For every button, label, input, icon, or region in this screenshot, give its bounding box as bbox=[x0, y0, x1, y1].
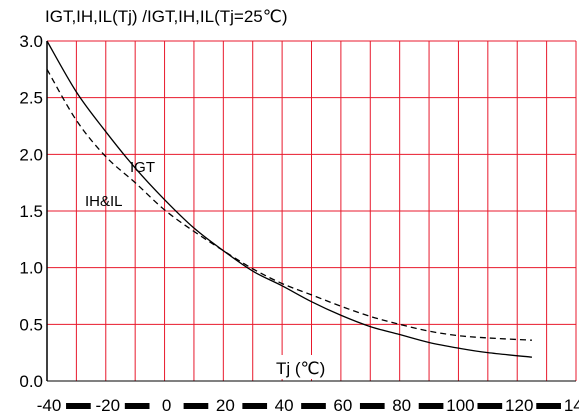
x-tick-bar bbox=[242, 403, 268, 409]
y-tick-label: 2.0 bbox=[19, 145, 43, 164]
series-label-igt: IGT bbox=[130, 159, 155, 176]
x-tick-labels: -40 -20 0 20 40 60 80 100 120 140 bbox=[37, 396, 579, 415]
x-tick-bar bbox=[536, 403, 561, 409]
x-tick-bar bbox=[418, 403, 444, 409]
annotations: IGT IH&IL bbox=[85, 159, 155, 210]
x-tick-bar bbox=[477, 403, 503, 409]
x-tick-label: 20 bbox=[216, 396, 235, 415]
series-label-ih-il: IH&IL bbox=[85, 193, 123, 210]
x-tick-label: 40 bbox=[275, 396, 294, 415]
y-tick-label: 2.5 bbox=[19, 89, 43, 108]
x-tick-label: 100 bbox=[446, 396, 474, 415]
x-tick-label: 140 bbox=[564, 396, 579, 415]
x-axis-label-background bbox=[272, 355, 334, 379]
series-line-igt bbox=[46, 40, 532, 358]
y-tick-label: 0.0 bbox=[19, 372, 43, 391]
x-tick-bar bbox=[183, 403, 209, 409]
x-tick-label: 120 bbox=[505, 396, 533, 415]
y-tick-label: 1.5 bbox=[19, 202, 43, 221]
series-lines bbox=[46, 40, 532, 358]
x-tick-label: -40 bbox=[37, 396, 62, 415]
x-tick-label: 80 bbox=[392, 396, 411, 415]
x-tick-label: 60 bbox=[333, 396, 352, 415]
x-axis-label: Tj (℃) bbox=[276, 359, 325, 378]
x-tick-bar bbox=[301, 403, 326, 409]
y-tick-labels: 0.0 0.5 1.0 1.5 2.0 2.5 3.0 bbox=[19, 32, 43, 391]
grid bbox=[46, 40, 577, 382]
y-tick-label: 0.5 bbox=[19, 315, 43, 334]
y-tick-label: 3.0 bbox=[19, 32, 43, 51]
chart-title: IGT,IH,IL(Tj) /IGT,IH,IL(Tj=25℃) bbox=[45, 7, 287, 26]
x-tick-bar bbox=[124, 403, 150, 409]
x-tick-label: -20 bbox=[95, 396, 120, 415]
series-line-ih-il bbox=[46, 69, 532, 341]
x-tick-bars bbox=[66, 403, 561, 409]
x-tick-bar bbox=[66, 403, 91, 409]
x-tick-bar bbox=[359, 403, 385, 409]
x-tick-label: 0 bbox=[162, 396, 171, 415]
y-tick-label: 1.0 bbox=[19, 259, 43, 278]
